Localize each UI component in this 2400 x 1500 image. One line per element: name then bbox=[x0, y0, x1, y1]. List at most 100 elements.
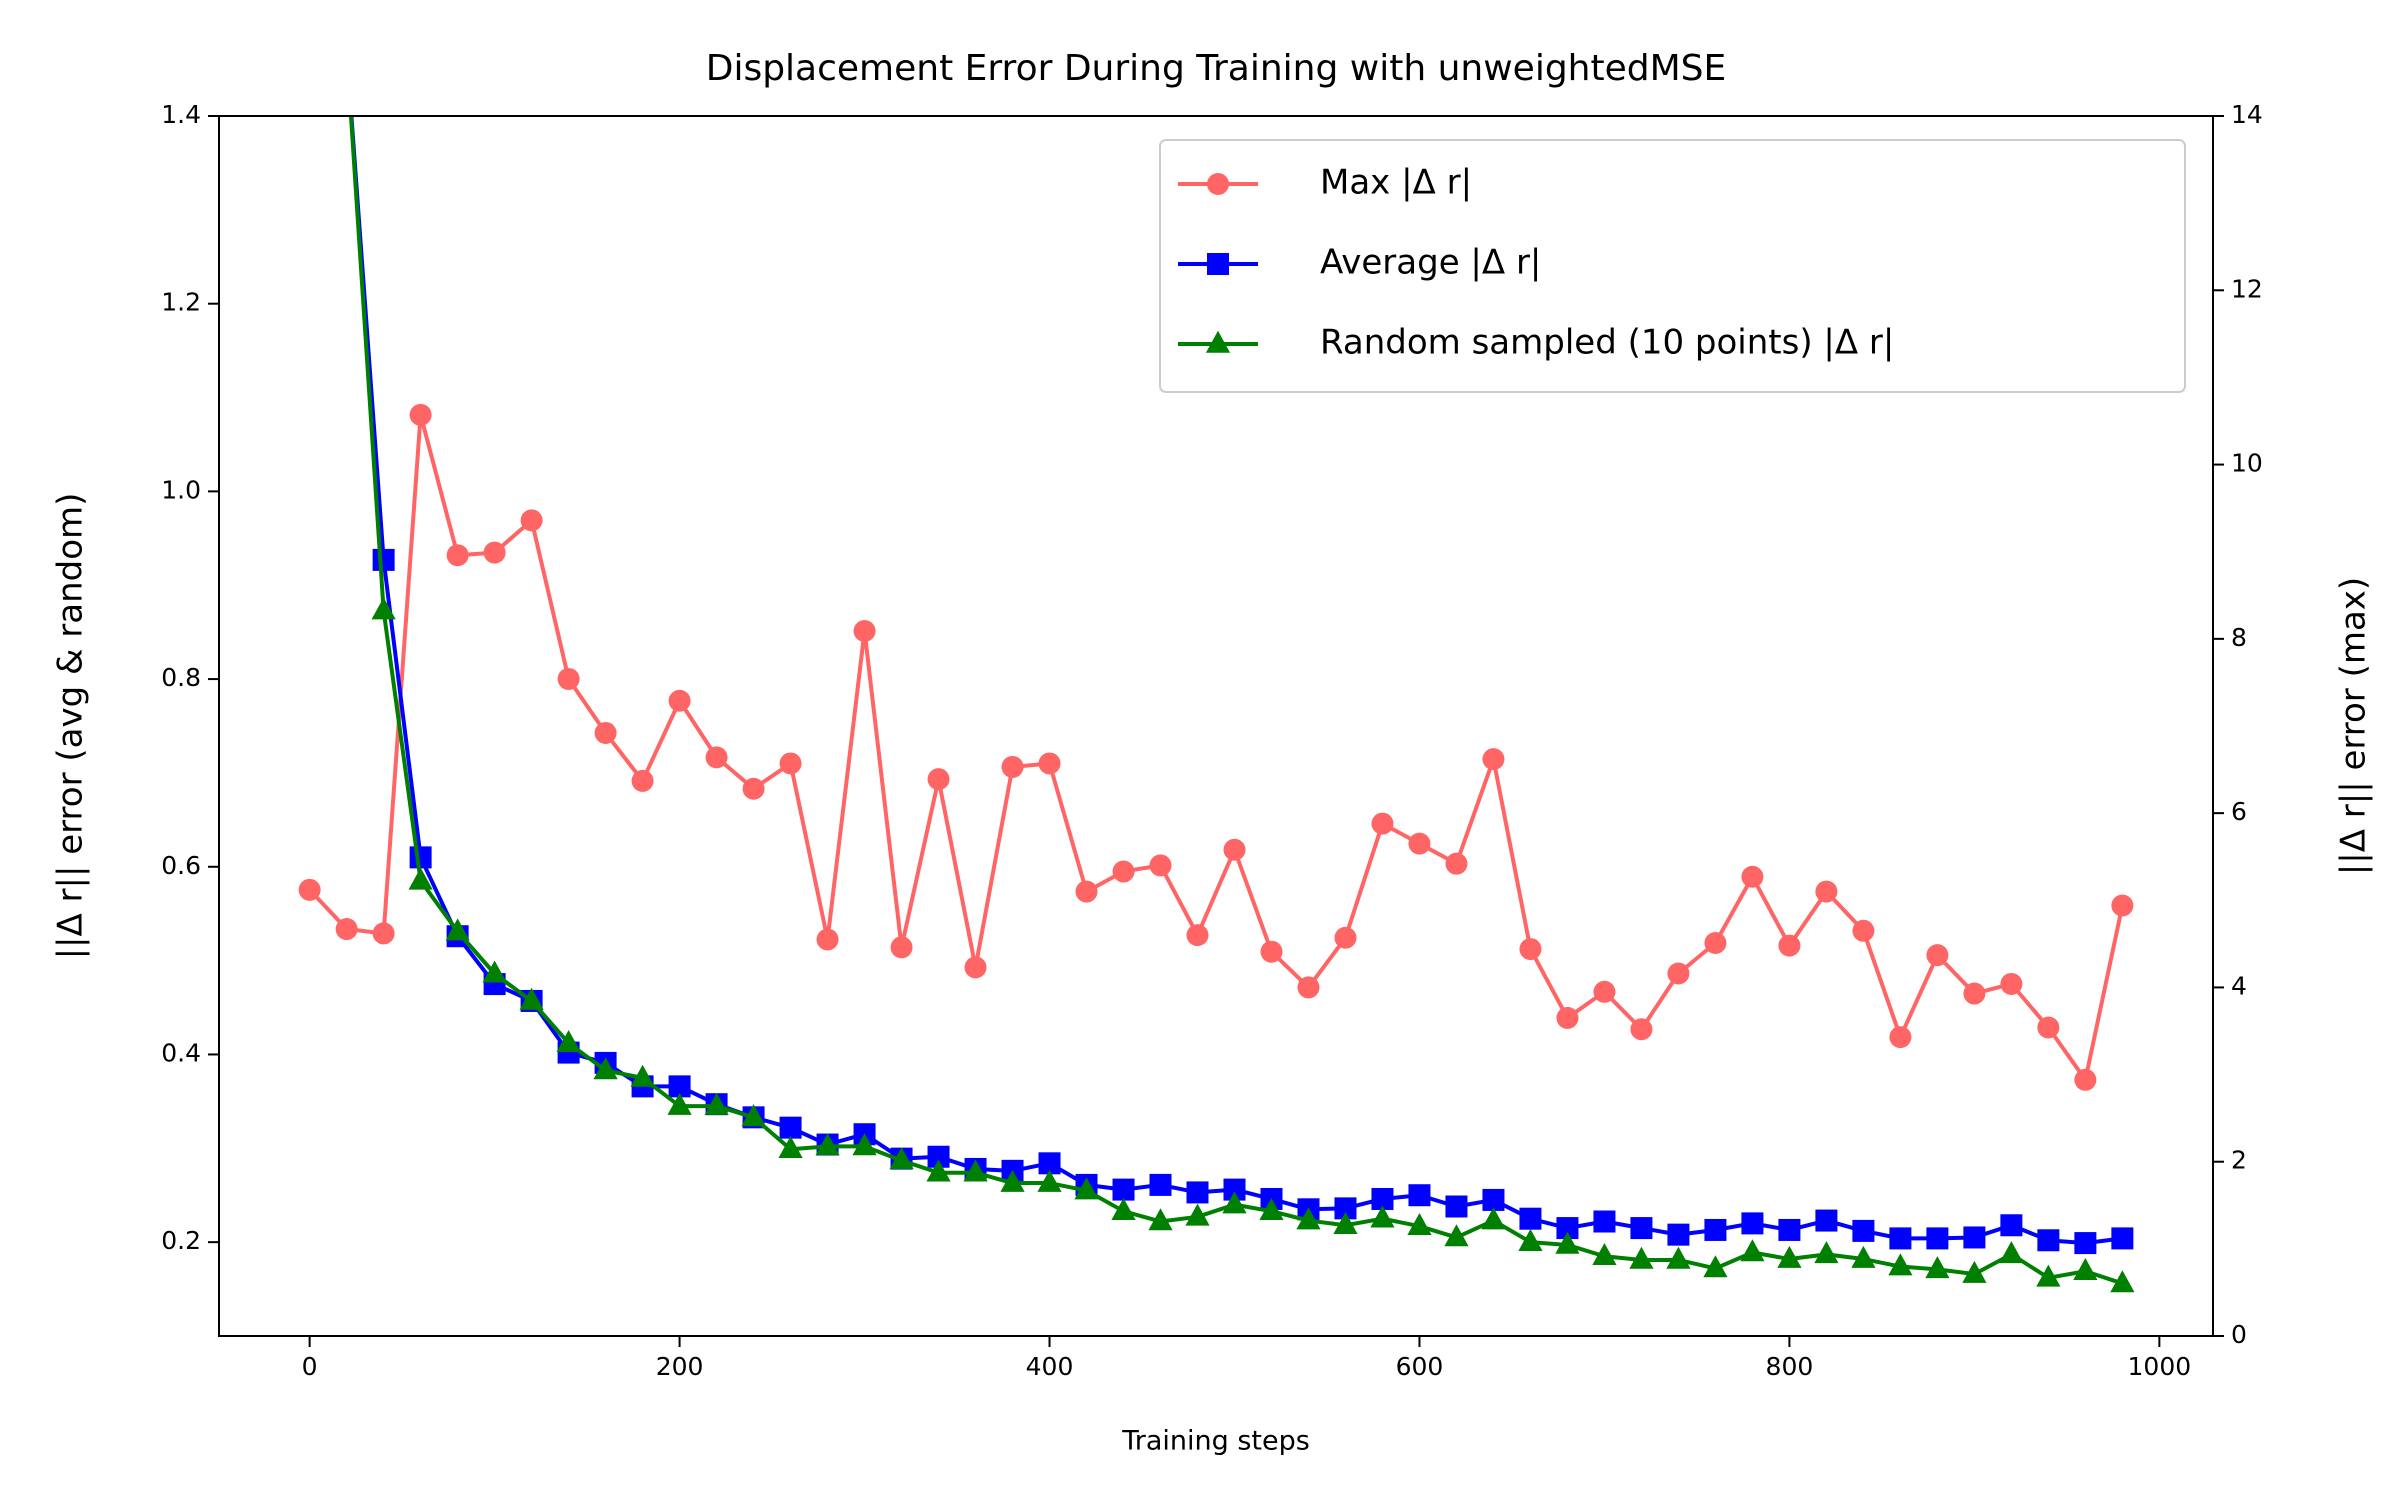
marker bbox=[1704, 931, 1727, 954]
y2-tick-label: 0 bbox=[2231, 1320, 2247, 1349]
marker bbox=[668, 1075, 691, 1098]
marker bbox=[1370, 1205, 1395, 1228]
marker bbox=[816, 928, 839, 951]
marker bbox=[890, 936, 913, 959]
marker bbox=[1630, 1018, 1653, 1041]
y-tick-label: 1.0 bbox=[161, 475, 201, 504]
marker bbox=[1814, 1241, 1839, 1264]
marker bbox=[1000, 1169, 1025, 1192]
marker bbox=[1444, 1224, 1469, 1247]
marker bbox=[594, 721, 617, 744]
marker bbox=[1038, 752, 1061, 775]
marker bbox=[1186, 924, 1209, 947]
marker bbox=[779, 1116, 802, 1139]
marker bbox=[408, 867, 433, 890]
marker bbox=[1963, 982, 1986, 1005]
marker bbox=[1112, 1178, 1135, 1201]
marker bbox=[705, 746, 728, 769]
marker bbox=[1223, 1178, 1246, 1201]
marker bbox=[1963, 1226, 1986, 1249]
marker bbox=[298, 878, 321, 901]
marker bbox=[779, 752, 802, 775]
marker bbox=[593, 1057, 618, 1080]
y2-tick-label: 6 bbox=[2231, 797, 2247, 826]
marker bbox=[1926, 1227, 1949, 1250]
y2-tick-label: 2 bbox=[2231, 1146, 2247, 1175]
marker bbox=[667, 1092, 692, 1115]
marker bbox=[1704, 1218, 1727, 1241]
x-tick-label: 0 bbox=[302, 1352, 318, 1381]
marker bbox=[963, 1159, 988, 1182]
marker bbox=[1740, 1239, 1765, 1262]
marker bbox=[1667, 962, 1690, 985]
marker bbox=[778, 1136, 803, 1159]
marker bbox=[409, 846, 432, 869]
x-tick-label: 600 bbox=[1396, 1352, 1444, 1381]
legend: Max |Δ r| Average |Δ r| Random sampled (10… bbox=[1159, 139, 2186, 393]
plot-frame bbox=[218, 115, 2214, 1337]
marker bbox=[1185, 1203, 1210, 1226]
marker bbox=[815, 1133, 840, 1156]
marker bbox=[519, 987, 544, 1010]
marker bbox=[1482, 748, 1505, 771]
marker bbox=[1666, 1246, 1691, 1269]
marker bbox=[1186, 1181, 1209, 1204]
legend-entry bbox=[1178, 253, 1258, 275]
marker bbox=[409, 403, 432, 426]
marker bbox=[1962, 1260, 1987, 1283]
marker bbox=[1207, 253, 1229, 275]
marker bbox=[1445, 1195, 1468, 1218]
marker bbox=[1519, 1207, 1542, 1230]
marker bbox=[1629, 1246, 1654, 1269]
marker bbox=[2000, 972, 2023, 995]
marker bbox=[2036, 1264, 2061, 1287]
x-tick-label: 800 bbox=[1766, 1352, 1814, 1381]
marker bbox=[1445, 852, 1468, 875]
marker bbox=[1518, 1228, 1543, 1251]
legend-label: Average |Δ r| bbox=[1320, 243, 1541, 283]
marker bbox=[556, 1030, 581, 1052]
marker bbox=[1778, 934, 1801, 957]
marker bbox=[1851, 1245, 1876, 1268]
marker bbox=[1334, 926, 1357, 949]
marker bbox=[1408, 1184, 1431, 1207]
marker bbox=[2074, 1068, 2097, 1091]
marker bbox=[520, 509, 543, 532]
marker bbox=[483, 541, 506, 564]
marker bbox=[1556, 1217, 1579, 1240]
marker bbox=[1408, 832, 1431, 855]
marker bbox=[1888, 1253, 1913, 1276]
marker bbox=[557, 667, 580, 690]
marker bbox=[1296, 1207, 1321, 1230]
y-tick-label: 1.2 bbox=[161, 288, 201, 317]
x-axis-label: Training steps bbox=[1121, 1426, 1310, 1457]
y-tick-label: 1.4 bbox=[161, 100, 201, 129]
marker bbox=[852, 1133, 877, 1156]
marker bbox=[1037, 1169, 1062, 1192]
marker bbox=[927, 1145, 950, 1168]
y-tick-label: 0.4 bbox=[161, 1038, 201, 1067]
chart-title: Displacement Error During Training with … bbox=[706, 48, 1727, 89]
marker bbox=[1592, 1243, 1617, 1266]
marker bbox=[1371, 1187, 1394, 1210]
marker bbox=[1481, 1207, 1506, 1230]
marker bbox=[1926, 944, 1949, 967]
marker bbox=[1207, 173, 1229, 195]
legend-entry bbox=[1178, 330, 1258, 353]
marker bbox=[1778, 1218, 1801, 1241]
marker bbox=[927, 768, 950, 791]
marker bbox=[1038, 1152, 1061, 1175]
marker bbox=[853, 620, 876, 643]
y2-tick-label: 14 bbox=[2231, 100, 2263, 129]
y-tick-label: 0.6 bbox=[161, 851, 201, 880]
marker bbox=[1111, 1197, 1136, 1220]
marker bbox=[1815, 880, 1838, 903]
marker bbox=[1112, 860, 1135, 883]
series bbox=[298, 403, 2134, 1091]
marker bbox=[2073, 1258, 2098, 1281]
marker bbox=[630, 1064, 655, 1087]
y2-tick-label: 12 bbox=[2231, 274, 2263, 303]
marker bbox=[2074, 1232, 2097, 1255]
marker bbox=[1630, 1217, 1653, 1240]
